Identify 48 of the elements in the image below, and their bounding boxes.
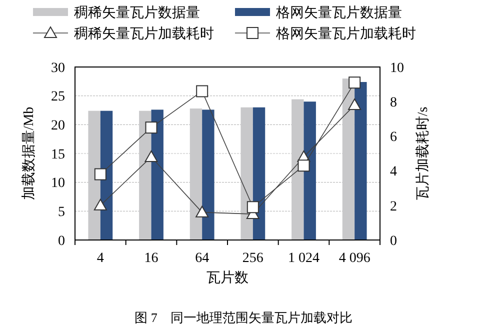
bar bbox=[342, 78, 355, 240]
x-axis-title: 瓦片数 bbox=[206, 270, 248, 286]
bar bbox=[190, 108, 202, 240]
y2-tick-label: 4 bbox=[390, 164, 397, 180]
point bbox=[144, 150, 158, 162]
y-tick-label: 15 bbox=[51, 147, 65, 162]
point bbox=[246, 201, 259, 214]
legend-label: 稠稀矢量瓦片数据量 bbox=[74, 4, 200, 21]
bar bbox=[304, 102, 316, 240]
legend-label: 格网矢量瓦片加载耗时 bbox=[275, 26, 416, 42]
y-tick-label: 10 bbox=[51, 176, 65, 192]
y2-tick-label: 2 bbox=[390, 199, 397, 214]
point bbox=[94, 198, 107, 210]
y2-tick-label: 6 bbox=[390, 130, 397, 146]
y2-tick-label: 8 bbox=[390, 96, 397, 110]
point bbox=[298, 160, 310, 172]
y-tick-label: 20 bbox=[51, 118, 65, 134]
bar bbox=[139, 110, 152, 240]
bar bbox=[252, 107, 266, 240]
bar bbox=[354, 82, 367, 240]
y-axis-title: 加载数据量/Mb bbox=[21, 106, 37, 200]
bar bbox=[100, 110, 113, 240]
point bbox=[196, 206, 209, 218]
legend-label: 稠稀矢量瓦片加载耗时 bbox=[74, 26, 214, 42]
y-tick-label: 5 bbox=[58, 205, 65, 220]
bar bbox=[151, 110, 164, 240]
y2-axis-title: 瓦片加载耗时/s bbox=[414, 106, 431, 200]
x-tick-label: 1 024 bbox=[288, 251, 320, 266]
x-tick-label: 16 bbox=[144, 251, 158, 266]
bar bbox=[292, 99, 304, 240]
x-tick-label: 4 096 bbox=[338, 251, 370, 266]
point bbox=[348, 98, 362, 110]
bar bbox=[202, 110, 214, 240]
y-tick-label: 30 bbox=[51, 60, 65, 76]
x-tick-label: 4 bbox=[96, 251, 104, 266]
caption: 图 7 同一地理范围矢量瓦片加载对比 bbox=[134, 310, 352, 325]
point bbox=[145, 122, 158, 134]
y-tick-label: 0 bbox=[58, 234, 65, 249]
y2-tick-label: 10 bbox=[390, 60, 404, 76]
point bbox=[348, 76, 361, 89]
point bbox=[94, 168, 106, 180]
bar bbox=[240, 107, 253, 240]
x-tick-label: 64 bbox=[195, 251, 210, 266]
y-tick-label: 25 bbox=[51, 90, 65, 105]
bar bbox=[88, 110, 100, 240]
x-tick-label: 256 bbox=[242, 251, 264, 266]
legend-label: 格网矢量瓦片数据量 bbox=[275, 4, 402, 21]
y2-tick-label: 0 bbox=[390, 234, 397, 249]
